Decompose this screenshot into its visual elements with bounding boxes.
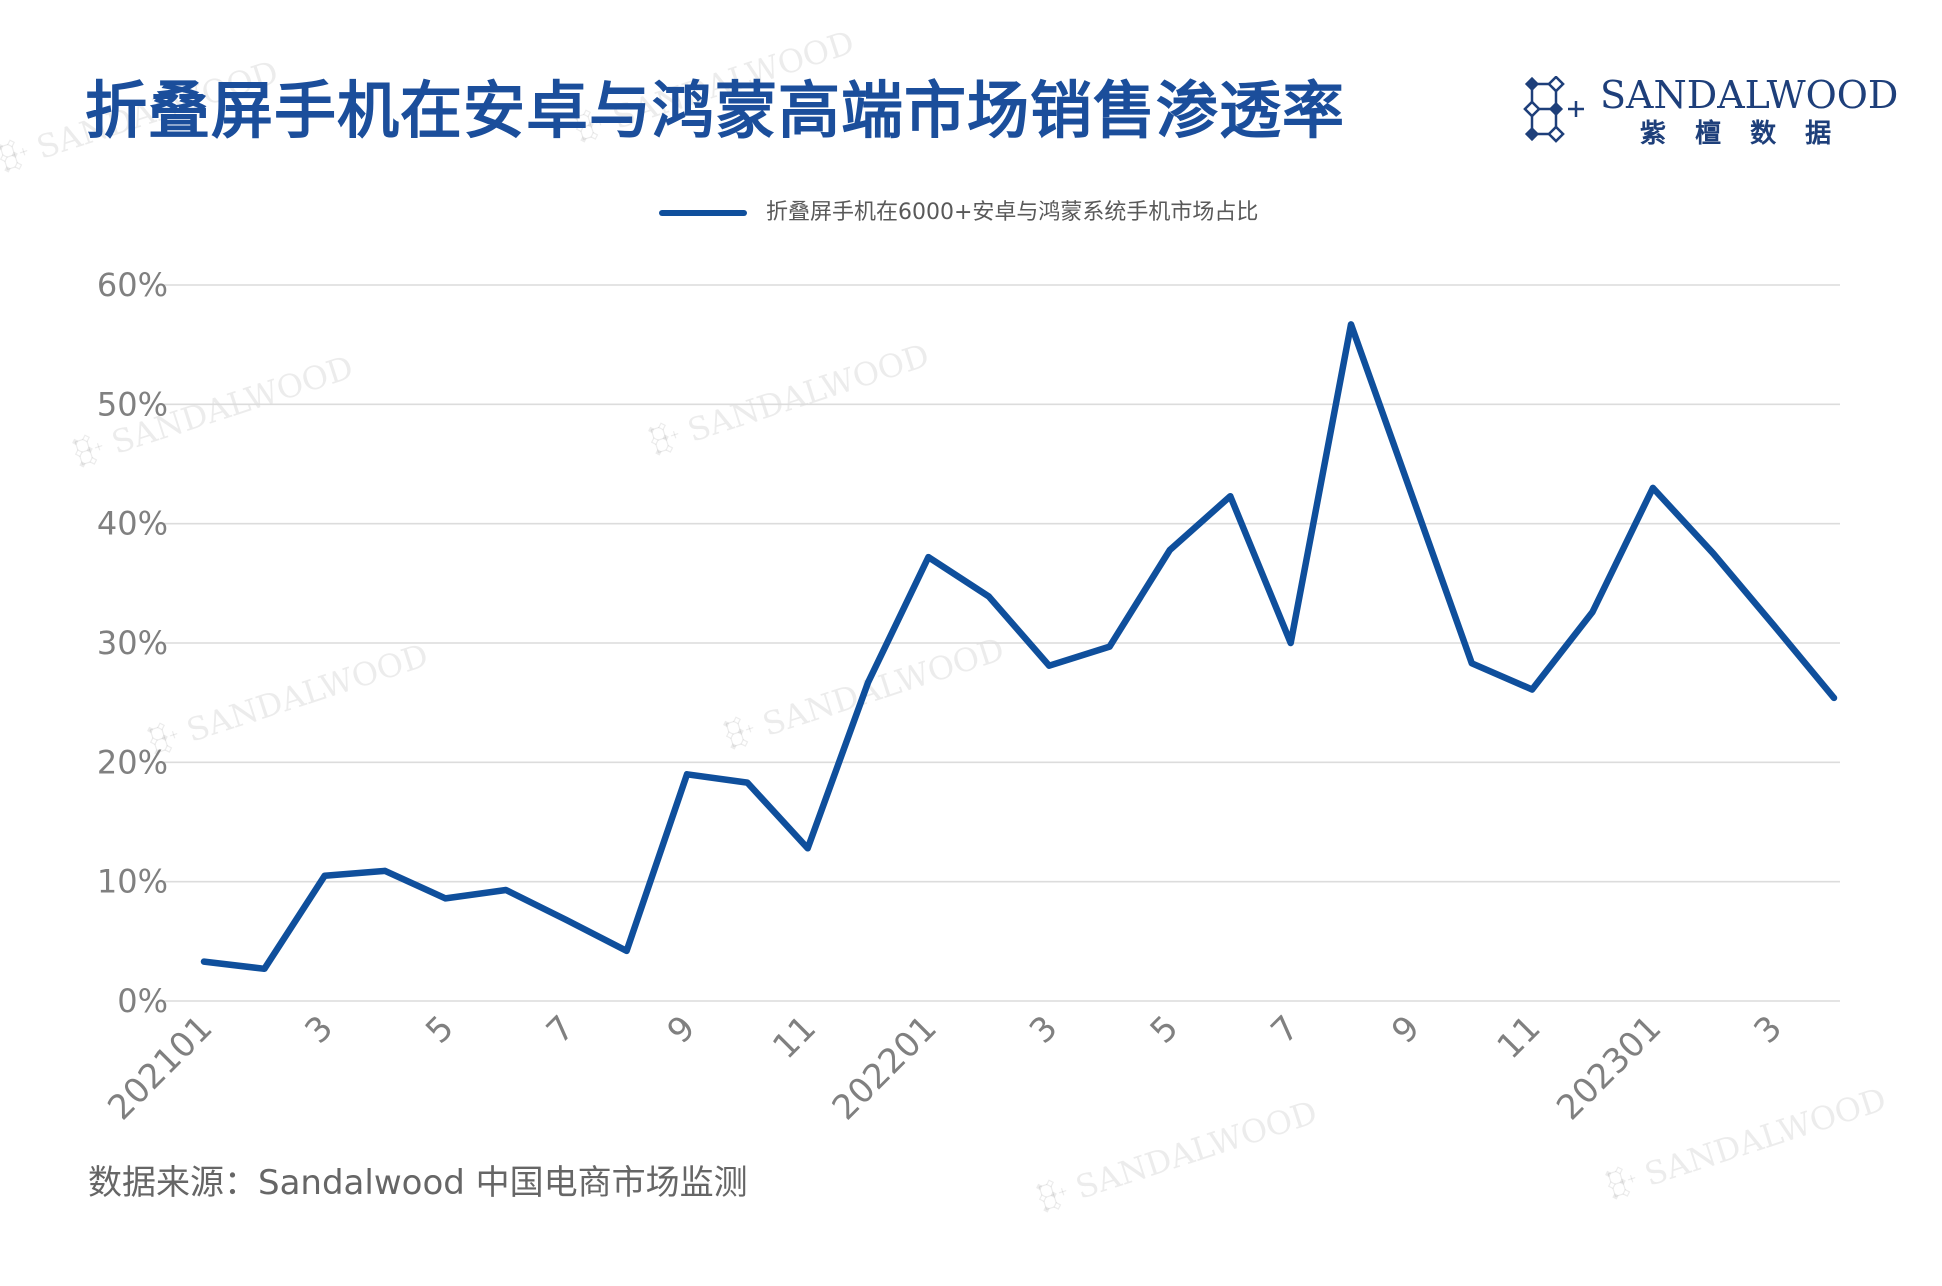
data-point: [201, 958, 207, 965]
data-point: [925, 554, 932, 561]
y-tick-label: 0%: [117, 982, 168, 1020]
x-tick-label: 7: [1263, 1008, 1307, 1052]
logo-chinese-name: 紫 檀 数 据: [1640, 119, 1842, 149]
data-point: [1468, 660, 1475, 667]
data-point: [382, 867, 389, 874]
data-point: [623, 947, 630, 954]
chart-title: 折叠屏手机在安卓与鸿蒙高端市场销售渗透率: [85, 74, 1346, 147]
data-point: [1408, 490, 1415, 497]
x-tick-label: 11: [1490, 1008, 1549, 1067]
data-point: [1287, 640, 1294, 646]
x-tick-label: 11: [765, 1008, 824, 1067]
data-point: [1348, 321, 1355, 328]
data-point: [321, 872, 328, 879]
data-point: [1166, 546, 1173, 553]
y-tick-label: 40%: [97, 505, 168, 543]
data-point: [804, 845, 811, 852]
data-point: [1106, 643, 1113, 650]
data-point: [1227, 493, 1234, 500]
y-tick-label: 10%: [97, 863, 168, 901]
y-tick-label: 60%: [97, 266, 168, 304]
y-tick-label: 50%: [97, 385, 168, 423]
y-axis-tick-labels: 0% 10% 20% 30% 40% 50% 60%: [97, 266, 168, 1020]
x-tick-label: 202301: [1549, 1008, 1669, 1128]
data-point: [1589, 608, 1596, 615]
x-tick-label: 202101: [100, 1008, 220, 1128]
logo-wordmark: SANDALWOOD: [1600, 73, 1899, 117]
x-tick-label: 7: [539, 1008, 583, 1052]
series: [200, 321, 1838, 973]
x-tick-label: 5: [418, 1008, 462, 1052]
sandalwood-logo-icon: [1522, 76, 1594, 148]
series-line: [200, 321, 1838, 973]
y-tick-label: 20%: [97, 743, 168, 781]
data-point: [985, 593, 992, 600]
data-point: [442, 895, 449, 902]
x-tick-label: 3: [1022, 1008, 1066, 1052]
data-point: [865, 679, 872, 686]
data-point: [744, 779, 751, 786]
data-source-note: 数据来源：Sandalwood 中国电商市场监测: [88, 1163, 748, 1203]
legend-line-swatch: [659, 210, 747, 216]
gridlines: [160, 284, 1840, 1002]
data-point: [563, 916, 570, 923]
data-point: [683, 771, 690, 778]
data-point: [1770, 622, 1777, 629]
x-tick-label: 3: [298, 1008, 342, 1052]
data-point: [1831, 694, 1837, 701]
x-tick-label: 9: [660, 1008, 704, 1052]
data-point: [1046, 662, 1053, 669]
x-tick-label: 5: [1143, 1008, 1187, 1052]
x-tick-label: 202201: [825, 1008, 945, 1128]
x-axis-tick-labels: 202101 3 5 7 9 11 202201 3 5 7 9 11 202301 3: [100, 1008, 1790, 1128]
x-tick-label: 3: [1746, 1008, 1790, 1052]
y-tick-label: 30%: [97, 624, 168, 662]
x-tick-label: 9: [1384, 1008, 1428, 1052]
data-point: [502, 887, 509, 894]
legend-label: 折叠屏手机在6000+安卓与鸿蒙系统手机市场占比: [766, 200, 1259, 225]
data-point: [1529, 686, 1536, 693]
data-point: [1710, 550, 1717, 557]
data-point: [261, 965, 268, 972]
data-point: [1649, 484, 1656, 491]
